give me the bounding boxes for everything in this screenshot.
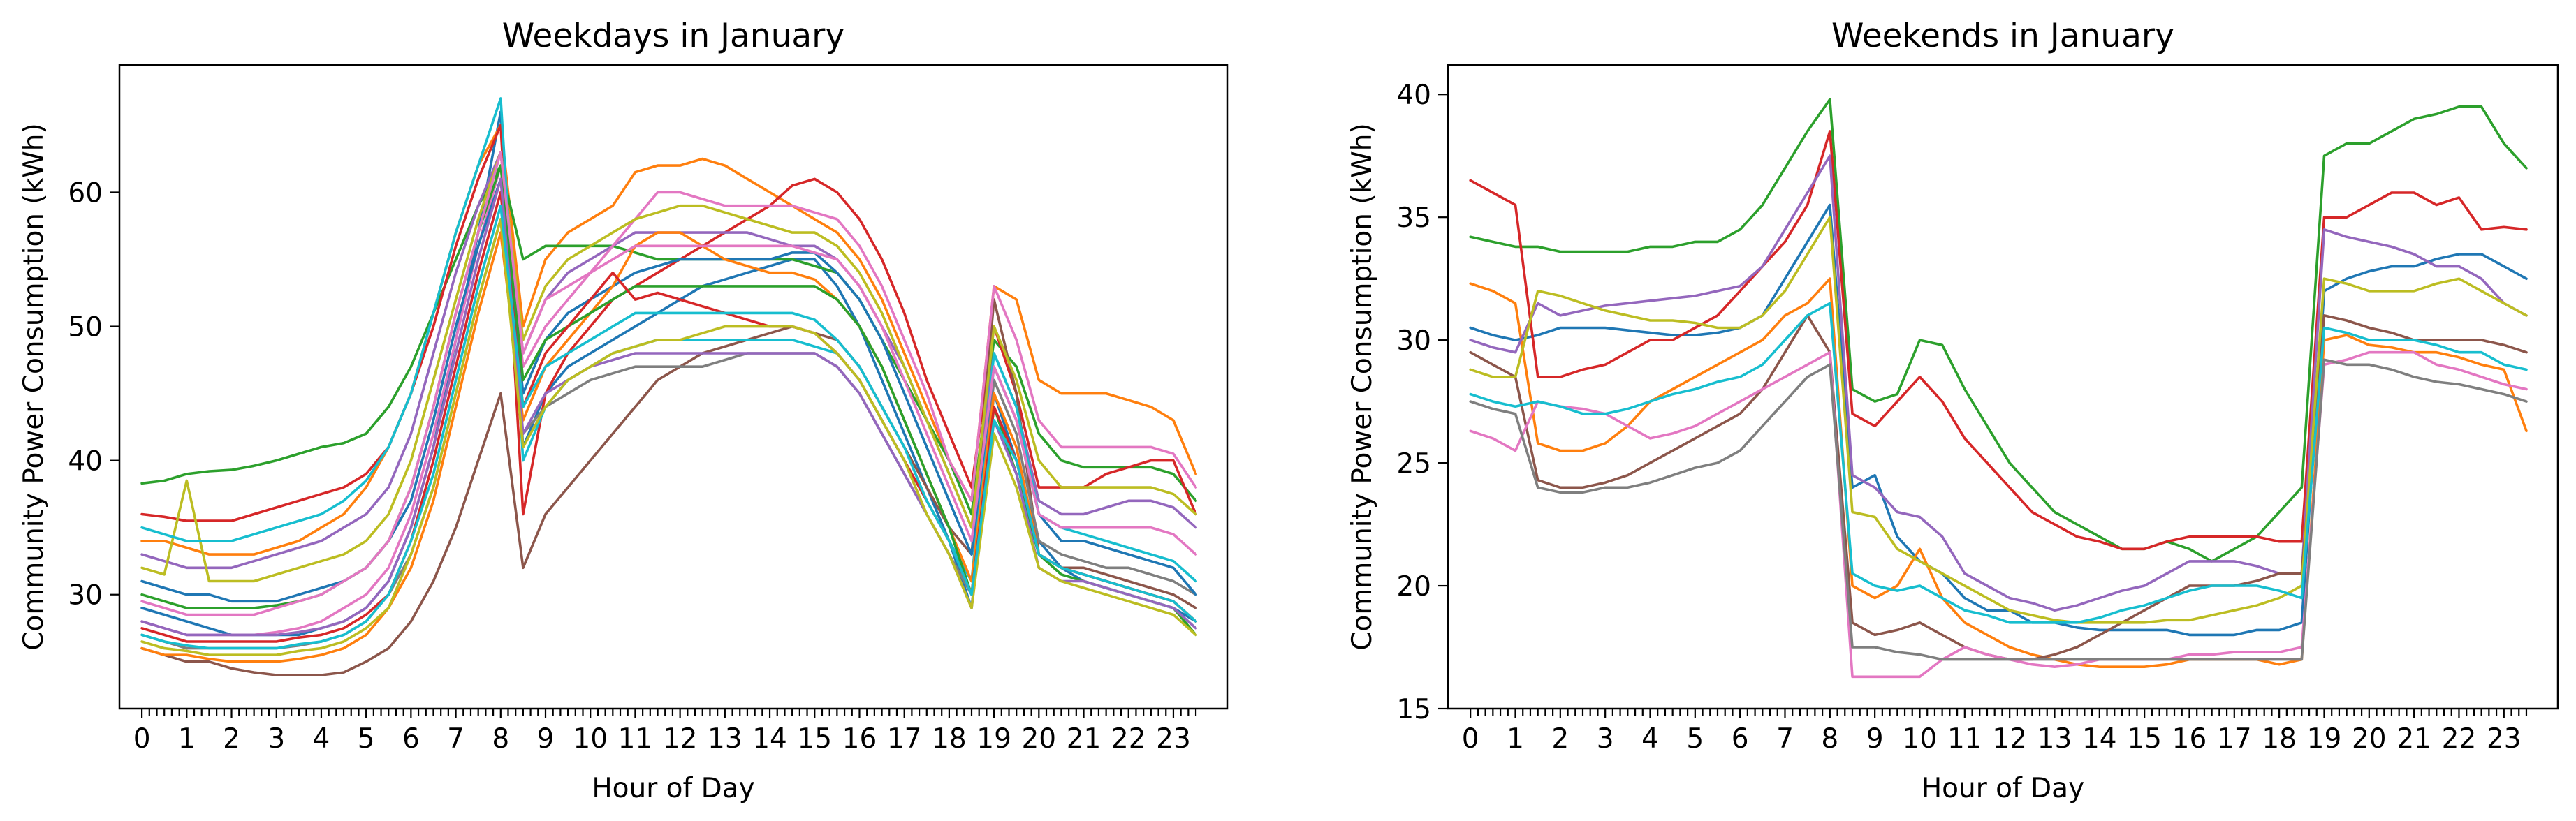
panel-weekends: 0 1 2 3 4 5 6 7 8 9 10 11 12 13 14 15 16 17 18 19 20 21 22 2315… xyxy=(1347,17,2559,804)
series-line-4 xyxy=(1469,130,2528,551)
y-tick-label-25: 25 xyxy=(1396,448,1431,480)
x-tick-label-19: 19 xyxy=(976,723,1011,755)
y-axis-ticks: 30 40 50 60 xyxy=(68,177,119,612)
x-tick-label-2: 2 xyxy=(1551,723,1569,755)
series-line-9 xyxy=(1469,216,2528,624)
x-tick-label-16: 16 xyxy=(842,723,877,755)
x-tick-label-18: 18 xyxy=(2262,723,2297,755)
x-tick-label-13: 13 xyxy=(708,723,742,755)
x-tick-label-17: 17 xyxy=(2217,723,2252,755)
series-lines xyxy=(140,97,1197,676)
x-tick-label-2: 2 xyxy=(223,723,240,755)
series-line-4 xyxy=(140,124,1197,522)
y-tick-label-60: 60 xyxy=(68,177,103,209)
x-tick-label-0: 0 xyxy=(133,723,151,755)
x-tick-label-21: 21 xyxy=(2396,723,2431,755)
x-tick-label-9: 9 xyxy=(537,723,555,755)
x-tick-label-3: 3 xyxy=(1597,723,1614,755)
x-tick-label-3: 3 xyxy=(268,723,285,755)
x-axis-label: Hour of Day xyxy=(1922,773,2084,804)
x-tick-label-15: 15 xyxy=(797,723,832,755)
x-tick-label-5: 5 xyxy=(358,723,375,755)
x-tick-label-6: 6 xyxy=(1732,723,1749,755)
x-tick-label-22: 22 xyxy=(1111,723,1146,755)
plot-frame xyxy=(1447,64,2559,710)
x-tick-label-9: 9 xyxy=(1866,723,1884,755)
x-tick-label-11: 11 xyxy=(618,723,653,755)
panel-weekdays: 0 1 2 3 4 5 6 7 8 9 10 11 12 13 14 15 16 17 18 19 20 21 22 2330… xyxy=(18,17,1229,804)
y-tick-label-15: 15 xyxy=(1396,694,1431,725)
y-tick-label-40: 40 xyxy=(1396,80,1431,111)
x-tick-label-7: 7 xyxy=(1776,723,1794,755)
x-tick-label-5: 5 xyxy=(1686,723,1704,755)
series-line-16 xyxy=(140,151,1197,616)
y-tick-label-35: 35 xyxy=(1396,202,1431,234)
x-tick-label-1: 1 xyxy=(1507,723,1524,755)
series-line-12 xyxy=(140,231,1197,663)
series-line-7 xyxy=(1469,350,2528,679)
series-line-15 xyxy=(140,177,1197,637)
x-tick-label-13: 13 xyxy=(2037,723,2072,755)
x-tick-label-20: 20 xyxy=(1021,723,1056,755)
x-tick-label-8: 8 xyxy=(492,723,509,755)
series-line-3 xyxy=(1469,98,2528,563)
y-axis-label: Community Power Consumption (kWh) xyxy=(18,123,50,650)
series-line-8 xyxy=(1469,358,2528,661)
x-tick-label-7: 7 xyxy=(447,723,464,755)
x-tick-label-10: 10 xyxy=(1903,723,1938,755)
y-tick-label-40: 40 xyxy=(68,446,103,478)
x-tick-label-11: 11 xyxy=(1947,723,1982,755)
series-line-18 xyxy=(140,204,1197,650)
y-axis-ticks: 15 20 25 30 35 40 xyxy=(1396,80,1448,725)
series-line-3 xyxy=(140,164,1197,516)
plot-frame xyxy=(118,64,1229,710)
x-tick-label-12: 12 xyxy=(663,723,698,755)
x-tick-label-21: 21 xyxy=(1067,723,1102,755)
y-tick-label-20: 20 xyxy=(1396,571,1431,602)
series-line-2 xyxy=(1469,277,2528,668)
x-tick-label-16: 16 xyxy=(2172,723,2207,755)
x-tick-label-8: 8 xyxy=(1821,723,1838,755)
x-tick-label-10: 10 xyxy=(573,723,608,755)
chart-title: Weekdays in January xyxy=(502,17,845,55)
x-tick-label-6: 6 xyxy=(402,723,420,755)
x-tick-label-4: 4 xyxy=(1641,723,1659,755)
x-tick-label-14: 14 xyxy=(752,723,787,755)
series-line-17 xyxy=(140,218,1197,656)
x-tick-label-19: 19 xyxy=(2307,723,2342,755)
x-tick-label-15: 15 xyxy=(2127,723,2162,755)
x-tick-label-0: 0 xyxy=(1462,723,1479,755)
x-tick-label-18: 18 xyxy=(932,723,967,755)
x-axis-label: Hour of Day xyxy=(592,773,754,804)
series-line-2 xyxy=(140,124,1197,556)
x-tick-label-20: 20 xyxy=(2352,723,2387,755)
series-line-10 xyxy=(1469,302,2528,624)
y-tick-label-30: 30 xyxy=(68,580,103,612)
series-lines xyxy=(1469,98,2528,679)
x-tick-label-17: 17 xyxy=(887,723,922,755)
x-tick-label-1: 1 xyxy=(178,723,196,755)
x-tick-label-22: 22 xyxy=(2442,723,2477,755)
y-tick-label-30: 30 xyxy=(1396,325,1431,357)
series-line-5 xyxy=(1469,154,2528,612)
y-tick-label-50: 50 xyxy=(68,312,103,343)
x-tick-label-14: 14 xyxy=(2082,723,2117,755)
y-axis-label: Community Power Consumption (kWh) xyxy=(1347,123,1378,650)
series-line-7 xyxy=(140,164,1197,637)
x-tick-label-23: 23 xyxy=(2487,723,2522,755)
x-axis-ticks: 0 1 2 3 4 5 6 7 8 9 10 11 12 13 14 15 16 17 18 19 20 21 22 23 xyxy=(133,709,1197,755)
chart-title: Weekends in January xyxy=(1831,17,2174,55)
series-line-9 xyxy=(140,151,1197,583)
x-tick-label-12: 12 xyxy=(1992,723,2027,755)
x-axis-ticks: 0 1 2 3 4 5 6 7 8 9 10 11 12 13 14 15 16 17 18 19 20 21 22 23 xyxy=(1462,709,2528,755)
x-tick-label-23: 23 xyxy=(1156,723,1191,755)
series-line-1 xyxy=(1469,203,2528,637)
x-tick-label-4: 4 xyxy=(313,723,330,755)
